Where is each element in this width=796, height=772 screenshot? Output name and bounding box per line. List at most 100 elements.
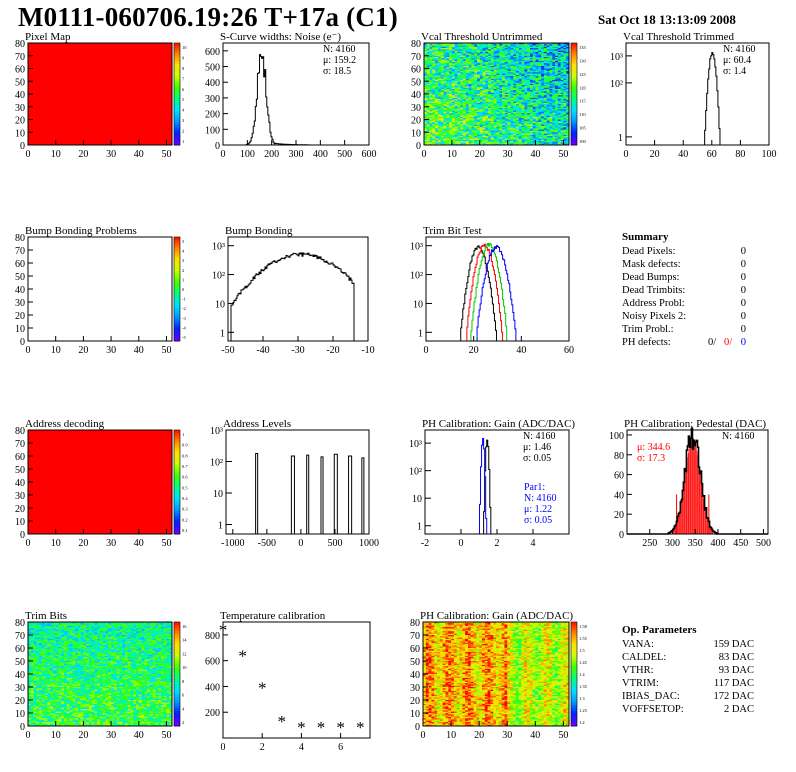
heatmap-cell [429,95,433,97]
heatmap-cell [454,76,458,78]
heatmap-cell [516,55,520,58]
heatmap-cell [488,78,492,81]
heatmap-cell [426,60,430,63]
heatmap-cell [465,50,469,53]
heatmap-cell [446,49,450,51]
heatmap-cell [543,43,547,45]
heatmap-cell [560,76,564,78]
heatmap-cell [468,44,472,46]
heatmap-cell [504,76,508,78]
heatmap-cell [482,59,486,62]
heatmap-cell [465,60,469,63]
heatmap-cell [499,92,503,95]
heatmap-cell [504,69,508,72]
heatmap-cell [488,92,492,95]
heatmap-cell [493,76,497,78]
heatmap-cell [527,77,531,79]
heatmap-cell [510,62,514,64]
heatmap-cell [535,74,539,77]
heatmap-cell [471,65,475,68]
heatmap-cell [493,59,497,62]
heatmap-cell [532,62,536,64]
heatmap-cell [457,58,461,60]
heatmap-cell [446,90,450,92]
heatmap-cell [499,43,503,45]
heatmap-cell [460,85,464,87]
colorbar-label: -1 [182,297,186,302]
heatmap-cell [513,55,517,58]
heatmap-cell [457,92,461,95]
heatmap-cell [521,53,525,55]
heatmap-cell [485,48,489,50]
heatmap-cell [566,90,570,92]
heatmap-cell [563,81,567,83]
heatmap-cell [446,50,450,53]
heatmap-cell [538,54,542,57]
heatmap-cell [549,82,553,85]
heatmap-cell [532,91,536,94]
heatmap-cell [552,67,556,69]
heatmap-cell [443,62,447,64]
heatmap-cell [471,79,475,82]
heatmap-cell [426,83,430,86]
heatmap-cell [449,43,453,45]
heatmap-cell [549,53,553,55]
heatmap-cell [521,59,525,62]
heatmap-cell [471,57,475,59]
heatmap-cell [471,81,475,83]
heatmap-cell [535,46,539,49]
x-tick-label: 60 [707,149,717,160]
heatmap-cell [535,59,539,62]
heatmap-cell [460,53,464,55]
heatmap-cell [527,49,531,51]
heatmap-cell [513,91,517,94]
heatmap-cell [502,86,506,88]
heatmap-cell [513,86,517,88]
ph-defect-red: 0/ [724,337,732,348]
heatmap-cell [465,79,469,82]
heatmap-cell [488,65,492,68]
table-row-value: 0 [741,311,746,322]
heatmap-cell [521,71,525,73]
heatmap-cell [451,62,455,64]
heatmap-cell [476,83,481,86]
colorbar-cell [174,60,180,64]
heatmap-cell [532,46,536,49]
heatmap-cell [446,87,450,90]
x-tick-label: 40 [531,149,541,160]
heatmap-cell [510,54,514,57]
y-tick-label: 10² [210,458,223,469]
heatmap-cell [563,86,567,88]
heatmap-cell [513,83,517,86]
heatmap-cell [476,58,481,60]
heatmap-cell [532,49,536,51]
plot-frame [27,236,173,342]
heatmap-cell [524,88,528,91]
heatmap-cell [552,55,556,58]
heatmap-cell [510,44,514,46]
heatmap-cell [566,88,570,91]
heatmap-cell [538,76,542,78]
heatmap-cell [476,85,481,87]
heatmap-cell [482,50,486,53]
heatmap-cell [488,83,492,86]
heatmap-cell [518,82,522,85]
heatmap-cell [541,82,545,85]
heatmap-cell [479,86,483,88]
heatmap-cell [490,46,495,49]
heatmap-cell [504,60,508,63]
heatmap-cell [463,62,467,64]
heatmap-cell [449,71,453,73]
heatmap-cell [424,72,428,74]
heatmap-cell [437,44,442,46]
heatmap-cell [510,71,514,73]
chart-ph-pedestal: PH Calibration: Pedestal (DAC)250 300 350 4… [609,418,771,549]
heatmap-cell [474,82,478,85]
colorbar-label: 1 [182,432,184,437]
heatmap-cell [527,95,531,97]
stat-label: N: 4160 [722,431,755,442]
heatmap-cell [440,72,444,74]
heatmap-cell [543,94,547,96]
heatmap-cell [454,45,458,48]
